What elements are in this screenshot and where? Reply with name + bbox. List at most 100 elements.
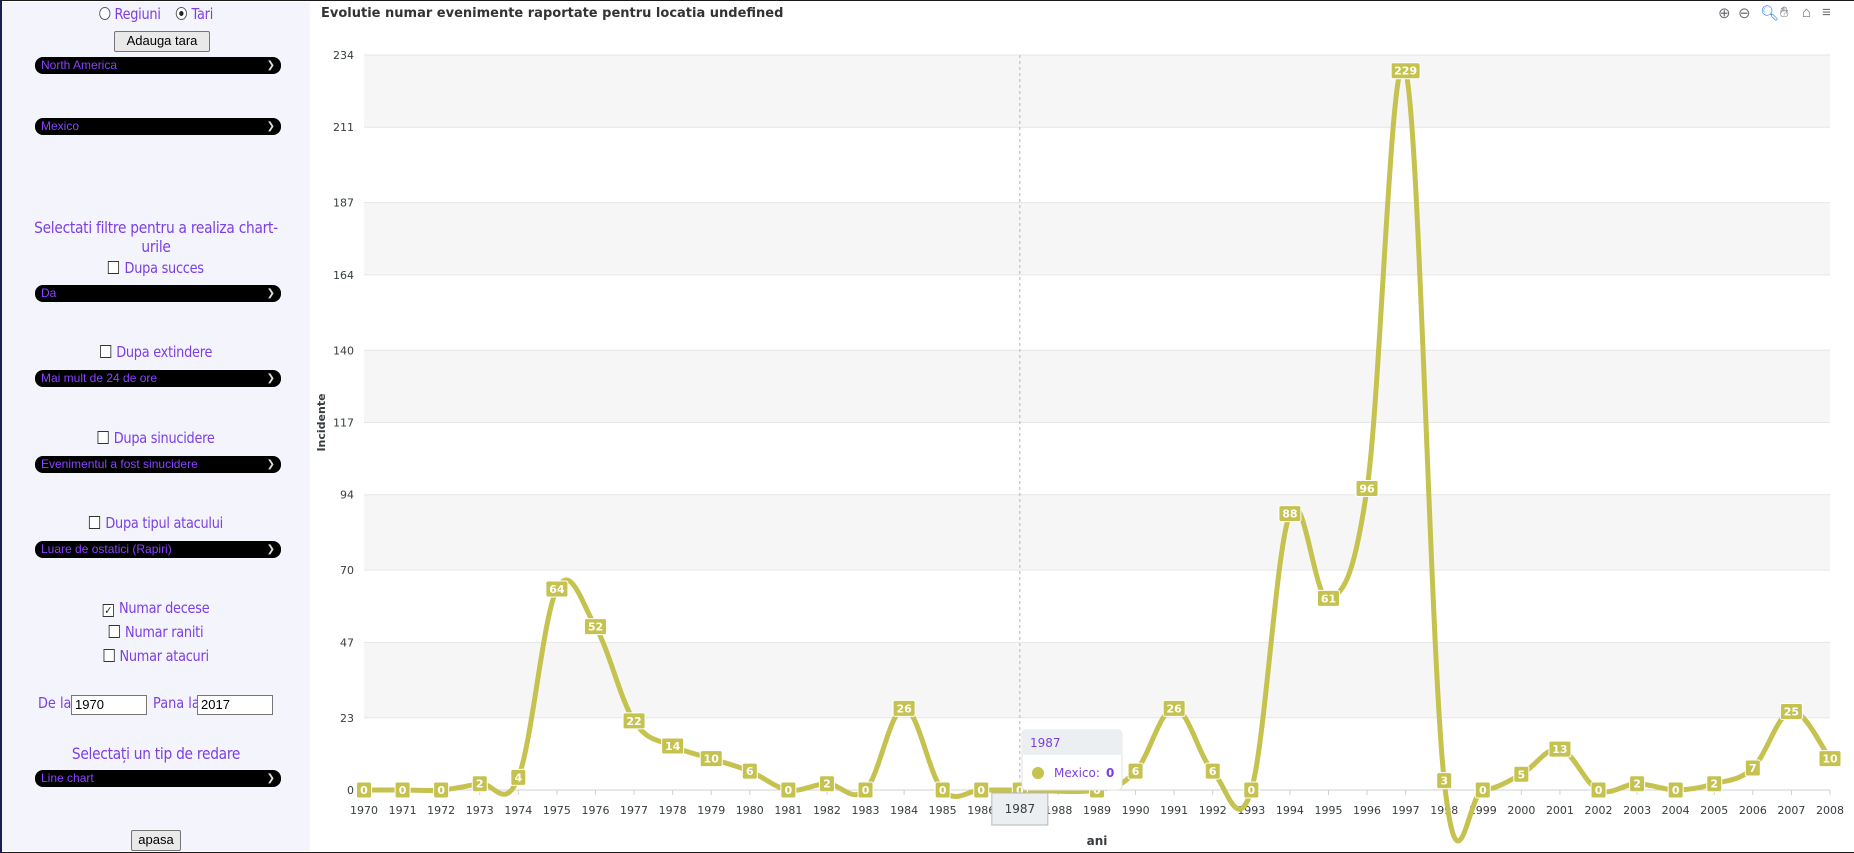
metric-wounded: Numar raniti [24,623,289,641]
x-tick-label: 1983 [852,804,880,817]
data-label: 96 [1355,479,1379,497]
grid-band [364,422,1830,495]
grid-bands [364,54,1830,791]
svg-text:0: 0 [785,784,793,797]
x-tick-label: 1989 [1083,804,1111,817]
svg-text:61: 61 [1321,592,1336,605]
x-tick-label: 2002 [1585,804,1613,817]
zoom-select-icon[interactable]: 🔍︎ [1760,5,1780,22]
x-tick-label: 1976 [581,804,609,817]
data-label: 4 [510,768,527,786]
data-label: 88 [1278,505,1302,523]
filter-attack: Dupa tipul atacului [24,514,289,532]
suicide-select[interactable]: Evenimentul a fost sinucidere ❯ [35,456,281,473]
radio-countries[interactable] [176,7,188,20]
svg-text:4: 4 [514,771,522,784]
x-tick-label: 1979 [697,804,725,817]
data-label: 13 [1548,740,1572,758]
y-tick-label: 70 [340,564,354,577]
svg-text:96: 96 [1359,482,1375,495]
svg-text:2: 2 [476,778,484,791]
chevron-down-icon: ❯ [266,373,275,384]
x-tick-label: 1988 [1044,804,1072,817]
svg-text:0: 0 [1016,784,1024,797]
filter-success-label: Dupa succes [124,259,204,277]
extended-select-value: Mai mult de 24 de ore [41,371,158,385]
tooltip-series-name: Mexico: [1054,766,1100,780]
country-select-value: Mexico [41,119,80,133]
svg-text:0: 0 [1595,784,1603,797]
y-tick-label: 164 [333,269,354,282]
y-tick-label: 0 [347,784,354,797]
x-tick-label: 1978 [659,804,687,817]
region-select-value: North America [41,58,118,72]
svg-text:14: 14 [665,740,681,753]
chevron-down-icon: ❯ [266,121,275,132]
grid-band [364,127,1830,203]
svg-text:2: 2 [1633,778,1641,791]
data-label: 64 [545,580,569,598]
success-select[interactable]: Da ❯ [35,285,281,302]
x-tick-label: 2005 [1700,804,1728,817]
svg-text:0: 0 [399,784,407,797]
x-tick-label: 1990 [1122,804,1150,817]
filter-extended: Dupa extindere [24,343,289,361]
data-label: 0 [1667,781,1684,799]
menu-icon[interactable]: ≡ [1822,4,1831,21]
data-label: 22 [622,712,646,730]
country-select[interactable]: Mexico ❯ [35,118,281,135]
filters-heading: Selectati filtre pentru a realiza chart-… [34,218,278,256]
filter-suicide-checkbox[interactable] [97,431,109,444]
svg-text:0: 0 [977,784,985,797]
attack-select[interactable]: Luare de ostatici (Rapiri) ❯ [35,541,281,558]
filter-attack-checkbox[interactable] [89,516,101,529]
x-axis-tooltip-label: 1987 [1005,802,1036,816]
data-label: 6 [741,762,758,780]
svg-text:10: 10 [704,753,720,766]
x-tick-label: 1994 [1276,804,1304,817]
extended-select[interactable]: Mai mult de 24 de ore ❯ [35,370,281,387]
metric-deaths-label: Numar decese [118,599,210,617]
metric-wounded-checkbox[interactable] [108,625,120,638]
svg-text:22: 22 [626,715,641,728]
to-year-input[interactable]: 2017 [197,695,273,715]
chevron-down-icon: ❯ [266,288,275,299]
y-tick-label: 23 [340,712,354,725]
svg-text:3: 3 [1440,775,1448,788]
radio-regions[interactable] [98,7,111,20]
y-axis-label: Incidente [315,393,328,451]
filter-extended-checkbox[interactable] [99,345,112,358]
attack-select-value: Luare de ostatici (Rapiri) [41,542,172,556]
submit-button[interactable]: apasa [131,830,181,851]
metric-attacks-checkbox[interactable] [103,649,115,662]
metric-attacks-label: Numar atacuri [119,647,209,665]
x-tick-label: 1977 [620,804,648,817]
data-label: 0 [1590,781,1607,799]
data-label: 52 [583,618,607,636]
x-tick-label: 1997 [1392,804,1420,817]
zoom-in-icon[interactable]: ⊕ [1718,5,1731,22]
zoom-out-icon[interactable]: ⊖ [1738,5,1751,22]
add-country-button[interactable]: Adauga tara [114,31,210,52]
svg-text:13: 13 [1552,743,1567,756]
svg-text:26: 26 [1167,702,1183,715]
tooltip-header [1023,731,1121,755]
region-select[interactable]: North America ❯ [35,57,281,74]
x-tick-label: 1991 [1160,804,1188,817]
tooltip-title: 1987 [1030,736,1061,750]
metric-attacks: Numar atacuri [24,647,289,665]
chevron-down-icon: ❯ [266,459,275,470]
render-type-select[interactable]: Line chart ❯ [35,770,281,787]
pan-hand-icon[interactable]: ✋︎ [1780,4,1789,21]
x-tick-label: 1999 [1469,804,1497,817]
filter-success-checkbox[interactable] [108,261,120,274]
svg-text:6: 6 [1132,765,1140,778]
x-tick-label: 1984 [890,804,918,817]
to-label: Pana la [153,694,200,712]
data-label: 0 [1243,781,1260,799]
home-icon[interactable]: ⌂ [1802,4,1812,21]
metric-deaths-checkbox[interactable]: ✓ [102,604,114,617]
from-year-input[interactable]: 1970 [71,695,147,715]
x-tick-label: 2006 [1739,804,1767,817]
